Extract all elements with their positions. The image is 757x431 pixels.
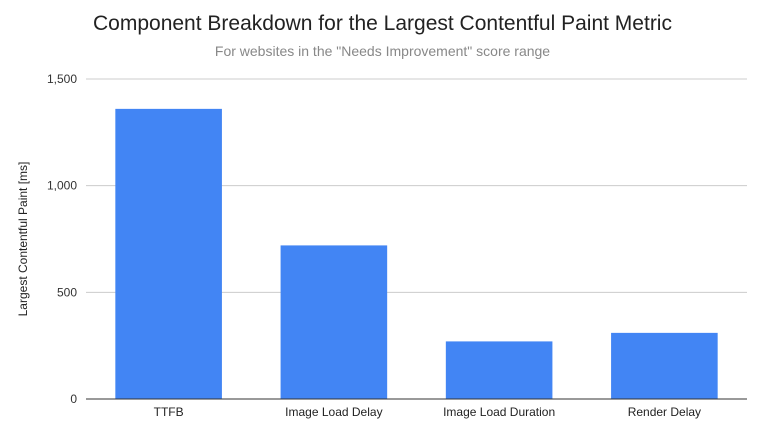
y-tick-label: 1,000 [47,179,77,193]
y-axis-title: Largest Contentful Paint [ms] [16,162,30,317]
x-tick-label: Render Delay [628,405,701,419]
x-tick-label: Image Load Delay [285,405,382,419]
y-tick-label: 1,500 [47,72,77,86]
bar-ttfb [115,108,222,399]
chart-subtitle: For websites in the "Needs Improvement" … [214,43,551,59]
x-tick-label: Image Load Duration [443,405,555,419]
y-tick-label: 500 [57,285,77,299]
bar-image-load-delay [280,245,388,399]
y-tick-label: 0 [70,392,77,406]
bar-image-load-duration [445,341,553,399]
x-tick-label: TTFB [154,405,184,419]
bar-render-delay [611,332,718,399]
chart-title: Component Breakdown for the Largest Cont… [93,12,672,35]
